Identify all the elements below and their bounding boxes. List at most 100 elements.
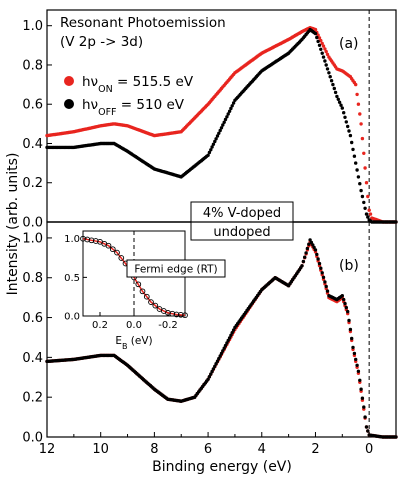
data-point [315, 35, 319, 40]
data-point [312, 245, 316, 250]
data-point [223, 343, 228, 348]
data-point [355, 363, 359, 367]
data-point [352, 154, 357, 158]
data-point [213, 139, 217, 144]
data-point [360, 396, 365, 400]
data-point [315, 252, 319, 257]
data-point [226, 112, 230, 116]
y-axis-title: Intensity (arb. units) [5, 153, 21, 296]
data-point [317, 43, 322, 47]
inset-data-point [173, 311, 180, 318]
data-point [323, 280, 327, 284]
inset-data-point [139, 288, 146, 295]
data-point [350, 336, 354, 341]
data-point [223, 117, 228, 122]
data-point [363, 206, 367, 210]
y-tick-label: 0.4 [22, 137, 43, 152]
legend: hνON = 515.5 eV hνOFF = 510 eV [64, 74, 194, 118]
data-point [214, 137, 218, 141]
data-point [214, 362, 218, 366]
data-point [346, 124, 350, 129]
data-point [215, 134, 220, 138]
y-tick-label: 1.0 [22, 19, 43, 34]
data-point [206, 377, 210, 381]
data-point [321, 275, 326, 279]
data-point [358, 378, 362, 382]
inset-data-point [148, 299, 154, 305]
data-point [347, 129, 351, 133]
data-point [323, 47, 327, 51]
data-point [337, 100, 342, 105]
data-point [346, 309, 350, 314]
data-point [313, 31, 318, 36]
data-point [321, 55, 326, 59]
data-point [323, 59, 327, 63]
data-point [360, 194, 365, 199]
data-point [359, 122, 363, 126]
data-point [331, 82, 335, 87]
data-point [332, 86, 336, 91]
data-point [304, 251, 308, 255]
data-point [362, 200, 366, 205]
data-point [210, 145, 214, 149]
data-point [321, 44, 326, 48]
x-tick-label: 8 [150, 442, 158, 457]
sample-label-box [190, 201, 294, 241]
y-tick-label: 0.4 [22, 351, 43, 366]
inset-data-point [84, 236, 91, 243]
series-1 [45, 27, 398, 224]
inset-data-point [177, 311, 184, 318]
data-point [226, 338, 230, 343]
data-point [363, 415, 367, 419]
data-point [222, 346, 226, 350]
data-point [343, 115, 347, 120]
data-point [355, 92, 359, 97]
data-point [364, 181, 369, 185]
data-point [229, 106, 233, 111]
panel-b-series [45, 238, 398, 439]
data-point [329, 79, 334, 83]
inset-data-point [182, 312, 188, 319]
data-point [363, 166, 367, 170]
panel-a-label: (a) [339, 36, 359, 52]
inset-data-point [114, 249, 120, 256]
x-tick-label: 2 [311, 442, 319, 457]
inset-data-point [169, 310, 176, 317]
inset-data-point [143, 293, 150, 300]
data-point [327, 71, 331, 75]
data-point [364, 425, 369, 429]
series-0 [45, 26, 398, 224]
legend-off-label: hνOFF = 510 eV [82, 97, 185, 118]
data-point [366, 215, 370, 219]
data-point [303, 255, 307, 259]
y-tick-label: 0.2 [22, 176, 43, 191]
x-tick-label: 12 [39, 442, 56, 457]
data-point [218, 354, 222, 358]
data-point [362, 405, 366, 409]
title-line-2: (V 2p -> 3d) [60, 34, 143, 50]
data-point [344, 305, 348, 310]
data-point [319, 266, 323, 270]
data-point [325, 67, 330, 71]
data-point [342, 297, 346, 302]
data-point [207, 150, 212, 155]
y-tick-label: 0.6 [22, 98, 43, 113]
y-tick-label: 0.2 [22, 391, 43, 406]
data-point [231, 328, 236, 332]
data-point [359, 188, 363, 193]
data-point [340, 294, 344, 298]
y-tick-label: 0.0 [22, 216, 43, 231]
data-point [300, 264, 304, 268]
data-point [213, 364, 217, 368]
inset-y-tick-label: 0.0 [64, 312, 80, 323]
x-tick-label: 10 [92, 442, 109, 457]
data-point [217, 356, 221, 361]
data-point [320, 51, 324, 55]
data-point [335, 94, 339, 99]
data-point [325, 52, 330, 57]
data-point [336, 97, 340, 102]
data-point [207, 375, 212, 379]
sample-label-doped: 4% V-doped [203, 206, 281, 221]
data-point [222, 120, 226, 125]
